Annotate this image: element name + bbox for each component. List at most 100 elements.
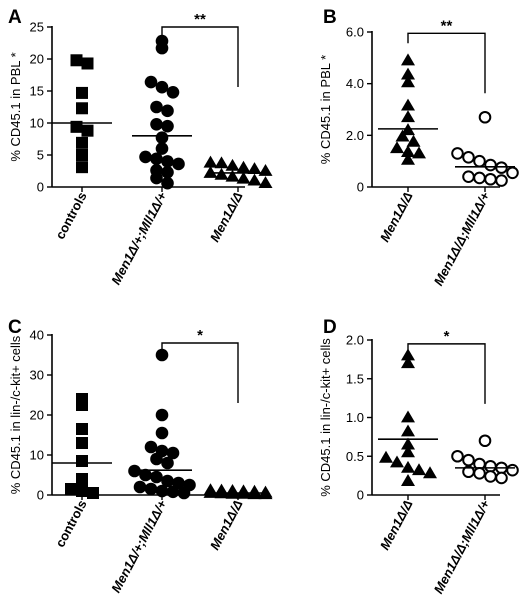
- significance-label: **: [194, 11, 206, 28]
- data-point: [451, 449, 464, 463]
- data-point: [76, 473, 88, 485]
- data-point: [258, 164, 273, 176]
- data-point: [401, 348, 415, 361]
- data-point: [484, 470, 497, 483]
- category-label: Men1Δ/Δ;Mll1Δ/+: [431, 189, 493, 288]
- y-tick-label: 30: [30, 368, 44, 383]
- data-point: [150, 171, 163, 185]
- panel-letter: D: [323, 317, 337, 338]
- y-axis-label: % CD45.1 in lin-/c-kit+ cells: [8, 335, 23, 494]
- data-point: [155, 348, 169, 362]
- data-point: [76, 161, 88, 174]
- data-point: [76, 102, 88, 115]
- data-point: [76, 455, 88, 467]
- significance-label: **: [441, 17, 453, 34]
- y-tick-label: 40: [30, 328, 44, 343]
- data-point: [172, 157, 185, 171]
- data-point: [155, 484, 169, 498]
- data-point: [76, 485, 88, 497]
- data-point: [76, 399, 88, 411]
- data-point: [401, 53, 415, 66]
- data-point: [203, 165, 218, 178]
- data-point: [144, 75, 158, 89]
- data-point: [139, 468, 152, 482]
- data-point: [166, 446, 180, 460]
- data-point: [203, 155, 218, 168]
- data-point: [412, 463, 426, 476]
- data-point: [401, 110, 415, 123]
- data-point: [401, 437, 415, 450]
- category-label: controls: [52, 497, 89, 549]
- data-point: [150, 100, 163, 114]
- data-point: [478, 434, 492, 448]
- data-point: [161, 155, 174, 168]
- data-point: [506, 463, 519, 477]
- y-tick-label: 20: [30, 52, 44, 67]
- data-point: [401, 98, 415, 111]
- data-point: [161, 165, 174, 179]
- data-point: [379, 450, 393, 463]
- significance-label: *: [444, 328, 450, 345]
- data-point: [133, 480, 147, 494]
- y-tick-label: 5: [37, 148, 44, 163]
- data-point: [203, 486, 218, 498]
- y-tick-label: 0: [357, 180, 364, 195]
- data-point: [401, 75, 415, 88]
- panel-c: C 0 10 20 30 40 % CD45.1 in lin-/c-kit+ cells c…: [8, 317, 273, 595]
- data-point: [247, 173, 262, 186]
- data-point: [401, 410, 415, 423]
- data-point: [214, 167, 229, 180]
- data-point: [484, 172, 497, 186]
- significance-bracket: [407, 343, 486, 404]
- data-point: [161, 176, 174, 190]
- data-point: [65, 483, 77, 495]
- data-point: [161, 104, 174, 118]
- data-point: [150, 470, 163, 484]
- data-point: [258, 176, 273, 189]
- y-tick-label: 2.0: [346, 128, 364, 143]
- y-tick-label: 1.0: [346, 410, 364, 425]
- panel-b: B 0 2.0 4.0 6.0 % CD45.1 in PBL * Men1Δ/Δ Men1Δ…: [318, 7, 519, 288]
- data-point: [161, 474, 174, 488]
- y-axis-label: % CD45.1 in PBL *: [8, 52, 23, 161]
- data-point: [76, 86, 88, 99]
- y-tick-label: 4.0: [346, 76, 364, 91]
- data-point: [177, 486, 191, 500]
- data-point: [236, 160, 251, 173]
- category-label: Men1Δ/+;Mll1Δ/+: [108, 497, 170, 595]
- data-point: [70, 54, 83, 67]
- data-point: [155, 80, 169, 94]
- data-point: [401, 474, 415, 486]
- y-tick-label: 10: [30, 116, 44, 131]
- data-point: [484, 158, 497, 172]
- data-point: [462, 170, 475, 183]
- data-point: [150, 117, 163, 131]
- panel-d: D 0 0.5 1.0 1.5 2.0 % CD45.1 in lin-/c-kit+ ce…: [318, 317, 519, 596]
- data-point: [401, 445, 415, 458]
- y-tick-label: 15: [30, 84, 44, 99]
- data-point: [225, 169, 240, 182]
- data-point: [70, 120, 83, 133]
- data-point: [412, 146, 426, 159]
- y-axis-label: % CD45.1 in PBL *: [318, 55, 333, 164]
- data-point: [76, 136, 88, 149]
- data-point: [76, 423, 88, 435]
- data-point: [423, 466, 437, 479]
- y-tick-label: 1.5: [346, 371, 364, 386]
- data-point: [225, 158, 240, 171]
- category-label: Men1Δ/Δ;Mll1Δ/+: [431, 497, 493, 595]
- data-point: [406, 134, 421, 147]
- category-label: Men1Δ/Δ: [207, 189, 246, 244]
- y-tick-label: 6.0: [346, 25, 364, 40]
- category-label: Men1Δ/Δ: [377, 189, 416, 244]
- data-point: [139, 150, 152, 164]
- y-tick-label: 0.5: [346, 449, 364, 464]
- data-point: [401, 460, 415, 473]
- data-point: [161, 119, 174, 133]
- data-point: [401, 424, 415, 437]
- panel-letter: A: [8, 7, 22, 28]
- data-point: [484, 460, 497, 473]
- data-point: [150, 152, 163, 166]
